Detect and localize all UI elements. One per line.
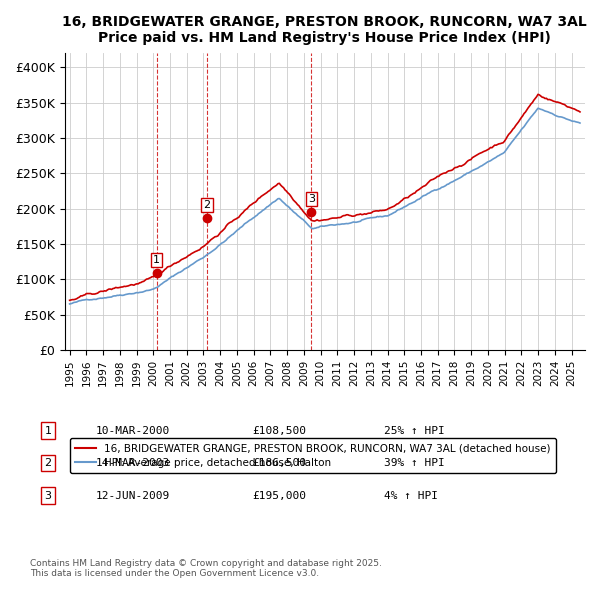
Title: 16, BRIDGEWATER GRANGE, PRESTON BROOK, RUNCORN, WA7 3AL
Price paid vs. HM Land R: 16, BRIDGEWATER GRANGE, PRESTON BROOK, R…: [62, 15, 587, 45]
Text: 39% ↑ HPI: 39% ↑ HPI: [384, 458, 445, 468]
Text: £186,500: £186,500: [252, 458, 306, 468]
Legend: 16, BRIDGEWATER GRANGE, PRESTON BROOK, RUNCORN, WA7 3AL (detached house), HPI: A: 16, BRIDGEWATER GRANGE, PRESTON BROOK, R…: [70, 438, 556, 473]
Text: Contains HM Land Registry data © Crown copyright and database right 2025.
This d: Contains HM Land Registry data © Crown c…: [30, 559, 382, 578]
Text: £195,000: £195,000: [252, 491, 306, 500]
Text: 2: 2: [44, 458, 52, 468]
Text: 3: 3: [308, 194, 315, 204]
Text: 4% ↑ HPI: 4% ↑ HPI: [384, 491, 438, 500]
Text: £108,500: £108,500: [252, 426, 306, 435]
Text: 1: 1: [44, 426, 52, 435]
Text: 1: 1: [153, 255, 160, 265]
Text: 14-MAR-2003: 14-MAR-2003: [96, 458, 170, 468]
Text: 3: 3: [44, 491, 52, 500]
Text: 10-MAR-2000: 10-MAR-2000: [96, 426, 170, 435]
Text: 12-JUN-2009: 12-JUN-2009: [96, 491, 170, 500]
Text: 25% ↑ HPI: 25% ↑ HPI: [384, 426, 445, 435]
Text: 2: 2: [203, 200, 211, 210]
